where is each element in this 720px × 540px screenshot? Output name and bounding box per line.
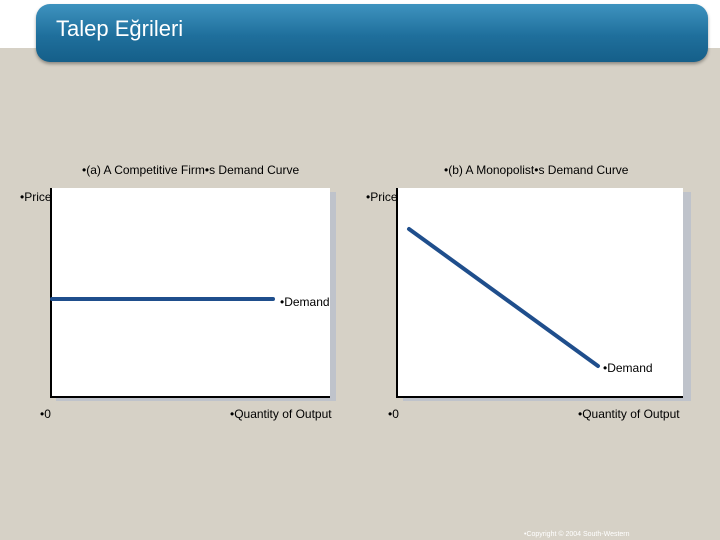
panel-a-ylabel: •Price (20, 190, 52, 204)
panel-b-origin: •0 (388, 407, 399, 421)
panel-a-demand-label: •Demand (280, 295, 330, 309)
copyright-footer: •Copyright © 2004 South-Western (524, 531, 630, 538)
panel-b-xlabel: •Quantity of Output (578, 407, 680, 421)
panel-a-plot (50, 188, 330, 398)
panel-a-title: •(a) A Competitive Firm•s Demand Curve (82, 163, 300, 177)
panel-b-ylabel: •Price (366, 190, 398, 204)
panel-b-title: •(b) A Monopolist•s Demand Curve (444, 163, 629, 177)
panel-a-origin: •0 (40, 407, 51, 421)
panel-b-demand-label: •Demand (603, 361, 653, 375)
panel-a-xlabel: •Quantity of Output (230, 407, 332, 421)
title-bar (36, 4, 708, 62)
slide-title: Talep Eğrileri (56, 16, 184, 41)
panel-b-plot (396, 188, 683, 398)
panel-b-demand-curve (407, 227, 600, 368)
